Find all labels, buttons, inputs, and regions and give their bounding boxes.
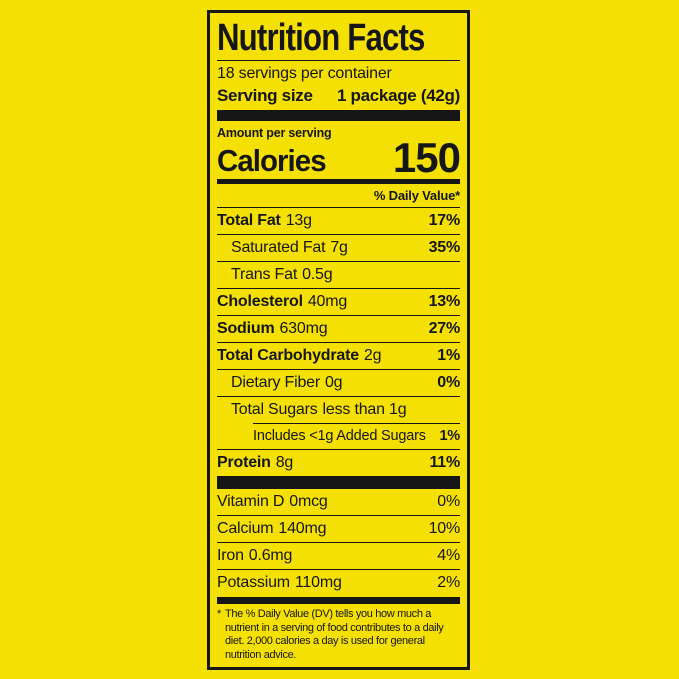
- nutrient-dv: 13%: [428, 293, 461, 311]
- vitamin-row-calcium: Calcium 140mg 10%: [217, 516, 461, 544]
- nutrient-amount: 0.5g: [302, 266, 333, 284]
- thick-divider: [217, 476, 460, 490]
- vitamin-row-potassium: Potassium 110mg 2%: [217, 570, 460, 596]
- nutrient-dv: 11%: [429, 454, 460, 472]
- vitamin-name: Vitamin D: [217, 493, 285, 511]
- thick-divider: [217, 110, 460, 122]
- nutrient-dv: 1%: [437, 347, 460, 365]
- nutrient-amount: 0g: [324, 374, 343, 392]
- nutrient-amount: 7g: [330, 239, 348, 257]
- calories-value: 150: [392, 134, 461, 182]
- nutrient-amount: 2g: [363, 347, 382, 365]
- footnote-text: The % Daily Value (DV) tells you how muc…: [225, 608, 444, 661]
- vitamin-row-vitamin-d: Vitamin D 0mcg 0%: [217, 489, 460, 517]
- nutrient-dv: 35%: [428, 239, 461, 257]
- medium-divider: [217, 178, 460, 185]
- amount-per-serving-label: Amount per serving: [217, 126, 332, 141]
- vitamin-name: Iron: [217, 547, 244, 565]
- vitamin-dv: 0%: [437, 493, 460, 511]
- nutrient-name: Trans Fat: [231, 266, 298, 284]
- serving-size-value: 1 package (42g): [336, 85, 460, 105]
- nutrient-amount: 630mg: [279, 320, 328, 338]
- vitamin-name: Potassium: [217, 574, 290, 592]
- vitamin-amount: 0.6mg: [248, 547, 293, 565]
- nutrient-name: Dietary Fiber: [231, 374, 320, 392]
- nutrient-row-total-fat: Total Fat 13g 17%: [217, 208, 461, 236]
- nutrient-row-protein: Protein 8g 11%: [217, 450, 460, 476]
- nutrition-facts-label: Nutrition Facts 18 servings per containe…: [207, 10, 470, 670]
- nutrient-dv: 0%: [437, 374, 460, 392]
- nutrient-amount: 40mg: [307, 293, 348, 311]
- vitamin-amount: 0mcg: [289, 493, 328, 511]
- vitamin-dv: 2%: [437, 574, 460, 592]
- calories-label: Calories: [217, 143, 327, 179]
- nutrient-name: Cholesterol: [217, 293, 303, 311]
- nutrient-dv: 1%: [439, 428, 460, 445]
- nutrient-name: Saturated Fat: [231, 239, 326, 257]
- vitamin-row-iron: Iron 0.6mg 4%: [217, 543, 460, 571]
- vitamin-amount: 110mg: [294, 574, 342, 592]
- title-divider: [217, 60, 460, 61]
- vitamin-dv: 4%: [437, 547, 460, 565]
- nutrient-row-sodium: Sodium 630mg 27%: [217, 316, 461, 344]
- nutrient-row-total-carbohydrate: Total Carbohydrate 2g 1%: [217, 343, 460, 371]
- nutrient-name: Total Sugars: [231, 401, 318, 419]
- vitamin-name: Calcium: [217, 520, 274, 538]
- nutrient-name: Includes <1g Added Sugars: [253, 428, 426, 445]
- label-title: Nutrition Facts: [217, 17, 425, 59]
- vitamin-amount: 140mg: [278, 520, 327, 538]
- nutrient-amount: 13g: [285, 212, 312, 230]
- nutrient-name: Sodium: [217, 320, 275, 338]
- daily-value-header: % Daily Value*: [217, 184, 460, 209]
- footnote: * The % Daily Value (DV) tells you how m…: [217, 604, 460, 662]
- vitamin-dv: 10%: [428, 520, 461, 538]
- nutrient-row-dietary-fiber: Dietary Fiber 0g 0%: [217, 370, 460, 398]
- nutrient-row-cholesterol: Cholesterol 40mg 13%: [217, 289, 461, 317]
- nutrient-amount: 8g: [275, 454, 294, 472]
- nutrient-row-trans-fat: Trans Fat 0.5g: [217, 262, 460, 290]
- footnote-asterisk: *: [217, 608, 221, 620]
- nutrient-row-saturated-fat: Saturated Fat 7g 35%: [217, 235, 461, 263]
- nutrient-dv: 27%: [428, 320, 461, 338]
- nutrient-row-added-sugars: Includes <1g Added Sugars 1%: [217, 423, 460, 451]
- nutrient-name: Total Carbohydrate: [217, 347, 359, 365]
- nutrient-dv: 17%: [428, 212, 461, 230]
- serving-size-label: Serving size: [217, 85, 313, 105]
- vitamins-section: Vitamin D 0mcg 0% Calcium 140mg 10% Iron 0.…: [217, 489, 460, 596]
- calories-row: Calories 150: [217, 134, 461, 182]
- servings-per-container: 18 servings per container: [217, 65, 392, 82]
- nutrient-amount: less than 1g: [322, 401, 407, 419]
- thick-divider: [217, 597, 460, 604]
- serving-size-row: Serving size 1 package (42g): [217, 85, 460, 106]
- nutrient-name: Total Fat: [217, 212, 281, 230]
- nutrient-name: Protein: [217, 454, 271, 472]
- nutrient-row-total-sugars: Total Sugars less than 1g: [217, 397, 460, 423]
